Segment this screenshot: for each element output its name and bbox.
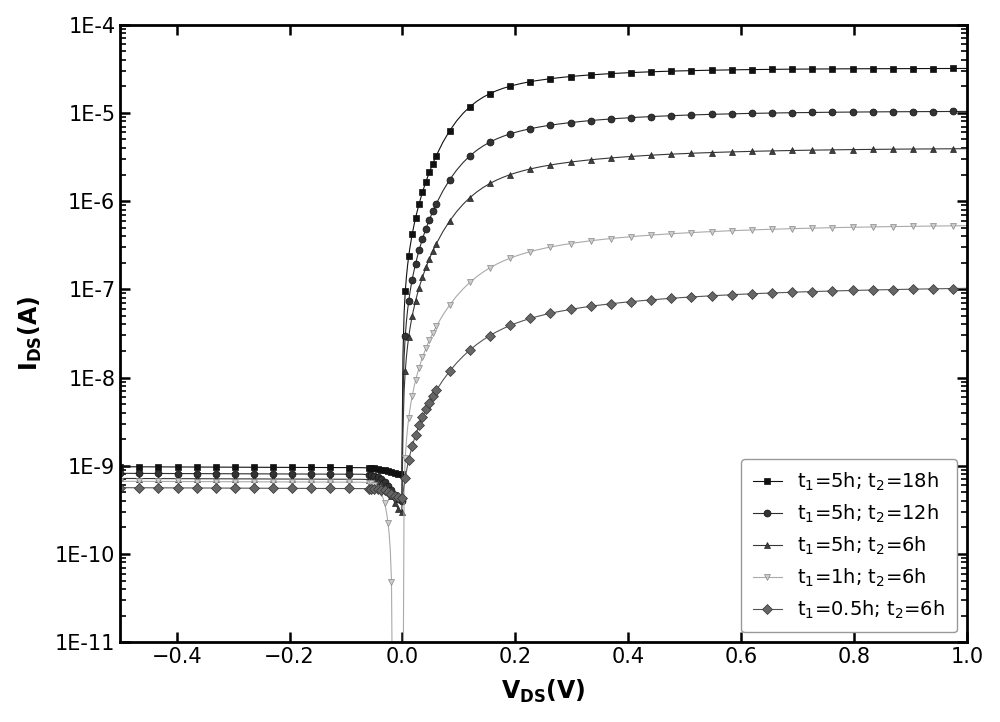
t$_1$=1h; t$_2$=6h — [961, 222, 973, 230]
t$_1$=1h; t$_2$=6h — [248, 477, 260, 486]
t$_1$=0.5h; t$_2$=6h — [395, 494, 407, 503]
t$_1$=5h; t$_2$=18h — [350, 464, 362, 472]
t$_1$=1h; t$_2$=6h — [350, 478, 362, 487]
t$_1$=5h; t$_2$=12h — [395, 496, 407, 505]
t$_1$=5h; t$_2$=18h — [927, 64, 939, 73]
t$_1$=5h; t$_2$=6h — [133, 474, 145, 483]
t$_1$=5h; t$_2$=18h — [114, 462, 126, 471]
Legend: t$_1$=5h; t$_2$=18h, t$_1$=5h; t$_2$=12h, t$_1$=5h; t$_2$=6h, t$_1$=1h; t$_2$=6h: t$_1$=5h; t$_2$=18h, t$_1$=5h; t$_2$=12h… — [741, 458, 957, 632]
t$_1$=1h; t$_2$=6h — [927, 222, 939, 230]
t$_1$=5h; t$_2$=6h — [396, 508, 408, 516]
t$_1$=0.5h; t$_2$=6h — [114, 483, 126, 492]
t$_1$=0.5h; t$_2$=6h — [833, 287, 845, 295]
t$_1$=5h; t$_2$=12h — [961, 107, 973, 116]
t$_1$=0.5h; t$_2$=6h — [248, 484, 260, 492]
t$_1$=5h; t$_2$=12h — [350, 470, 362, 479]
t$_1$=0.5h; t$_2$=6h — [396, 494, 408, 503]
Line: t$_1$=5h; t$_2$=12h: t$_1$=5h; t$_2$=12h — [117, 108, 970, 504]
t$_1$=5h; t$_2$=6h — [833, 145, 845, 154]
t$_1$=0.5h; t$_2$=6h — [350, 484, 362, 493]
t$_1$=5h; t$_2$=12h — [396, 497, 408, 505]
t$_1$=5h; t$_2$=12h — [248, 469, 260, 478]
t$_1$=5h; t$_2$=12h — [833, 108, 845, 116]
t$_1$=5h; t$_2$=12h — [133, 469, 145, 478]
t$_1$=1h; t$_2$=6h — [833, 223, 845, 232]
t$_1$=5h; t$_2$=18h — [133, 463, 145, 471]
t$_1$=5h; t$_2$=18h — [248, 463, 260, 471]
t$_1$=5h; t$_2$=6h — [395, 507, 407, 516]
t$_1$=5h; t$_2$=6h — [350, 475, 362, 484]
Y-axis label: $\mathbf{I_{DS}(A)}$: $\mathbf{I_{DS}(A)}$ — [17, 296, 44, 371]
t$_1$=5h; t$_2$=18h — [396, 469, 408, 478]
Line: t$_1$=1h; t$_2$=6h: t$_1$=1h; t$_2$=6h — [117, 222, 970, 722]
t$_1$=0.5h; t$_2$=6h — [961, 284, 973, 292]
Line: t$_1$=0.5h; t$_2$=6h: t$_1$=0.5h; t$_2$=6h — [117, 285, 970, 502]
Line: t$_1$=5h; t$_2$=18h: t$_1$=5h; t$_2$=18h — [117, 65, 970, 477]
t$_1$=5h; t$_2$=6h — [114, 474, 126, 483]
t$_1$=5h; t$_2$=18h — [961, 64, 973, 73]
t$_1$=0.5h; t$_2$=6h — [133, 484, 145, 492]
X-axis label: $\mathbf{V_{DS}(V)}$: $\mathbf{V_{DS}(V)}$ — [501, 678, 586, 705]
t$_1$=5h; t$_2$=12h — [114, 469, 126, 478]
t$_1$=1h; t$_2$=6h — [133, 477, 145, 486]
t$_1$=5h; t$_2$=6h — [248, 474, 260, 483]
t$_1$=5h; t$_2$=12h — [927, 107, 939, 116]
t$_1$=5h; t$_2$=18h — [395, 469, 407, 478]
t$_1$=1h; t$_2$=6h — [114, 477, 126, 486]
t$_1$=0.5h; t$_2$=6h — [927, 284, 939, 293]
t$_1$=5h; t$_2$=6h — [927, 144, 939, 153]
t$_1$=5h; t$_2$=18h — [833, 64, 845, 73]
t$_1$=5h; t$_2$=6h — [961, 144, 973, 153]
Line: t$_1$=5h; t$_2$=6h: t$_1$=5h; t$_2$=6h — [117, 145, 970, 516]
